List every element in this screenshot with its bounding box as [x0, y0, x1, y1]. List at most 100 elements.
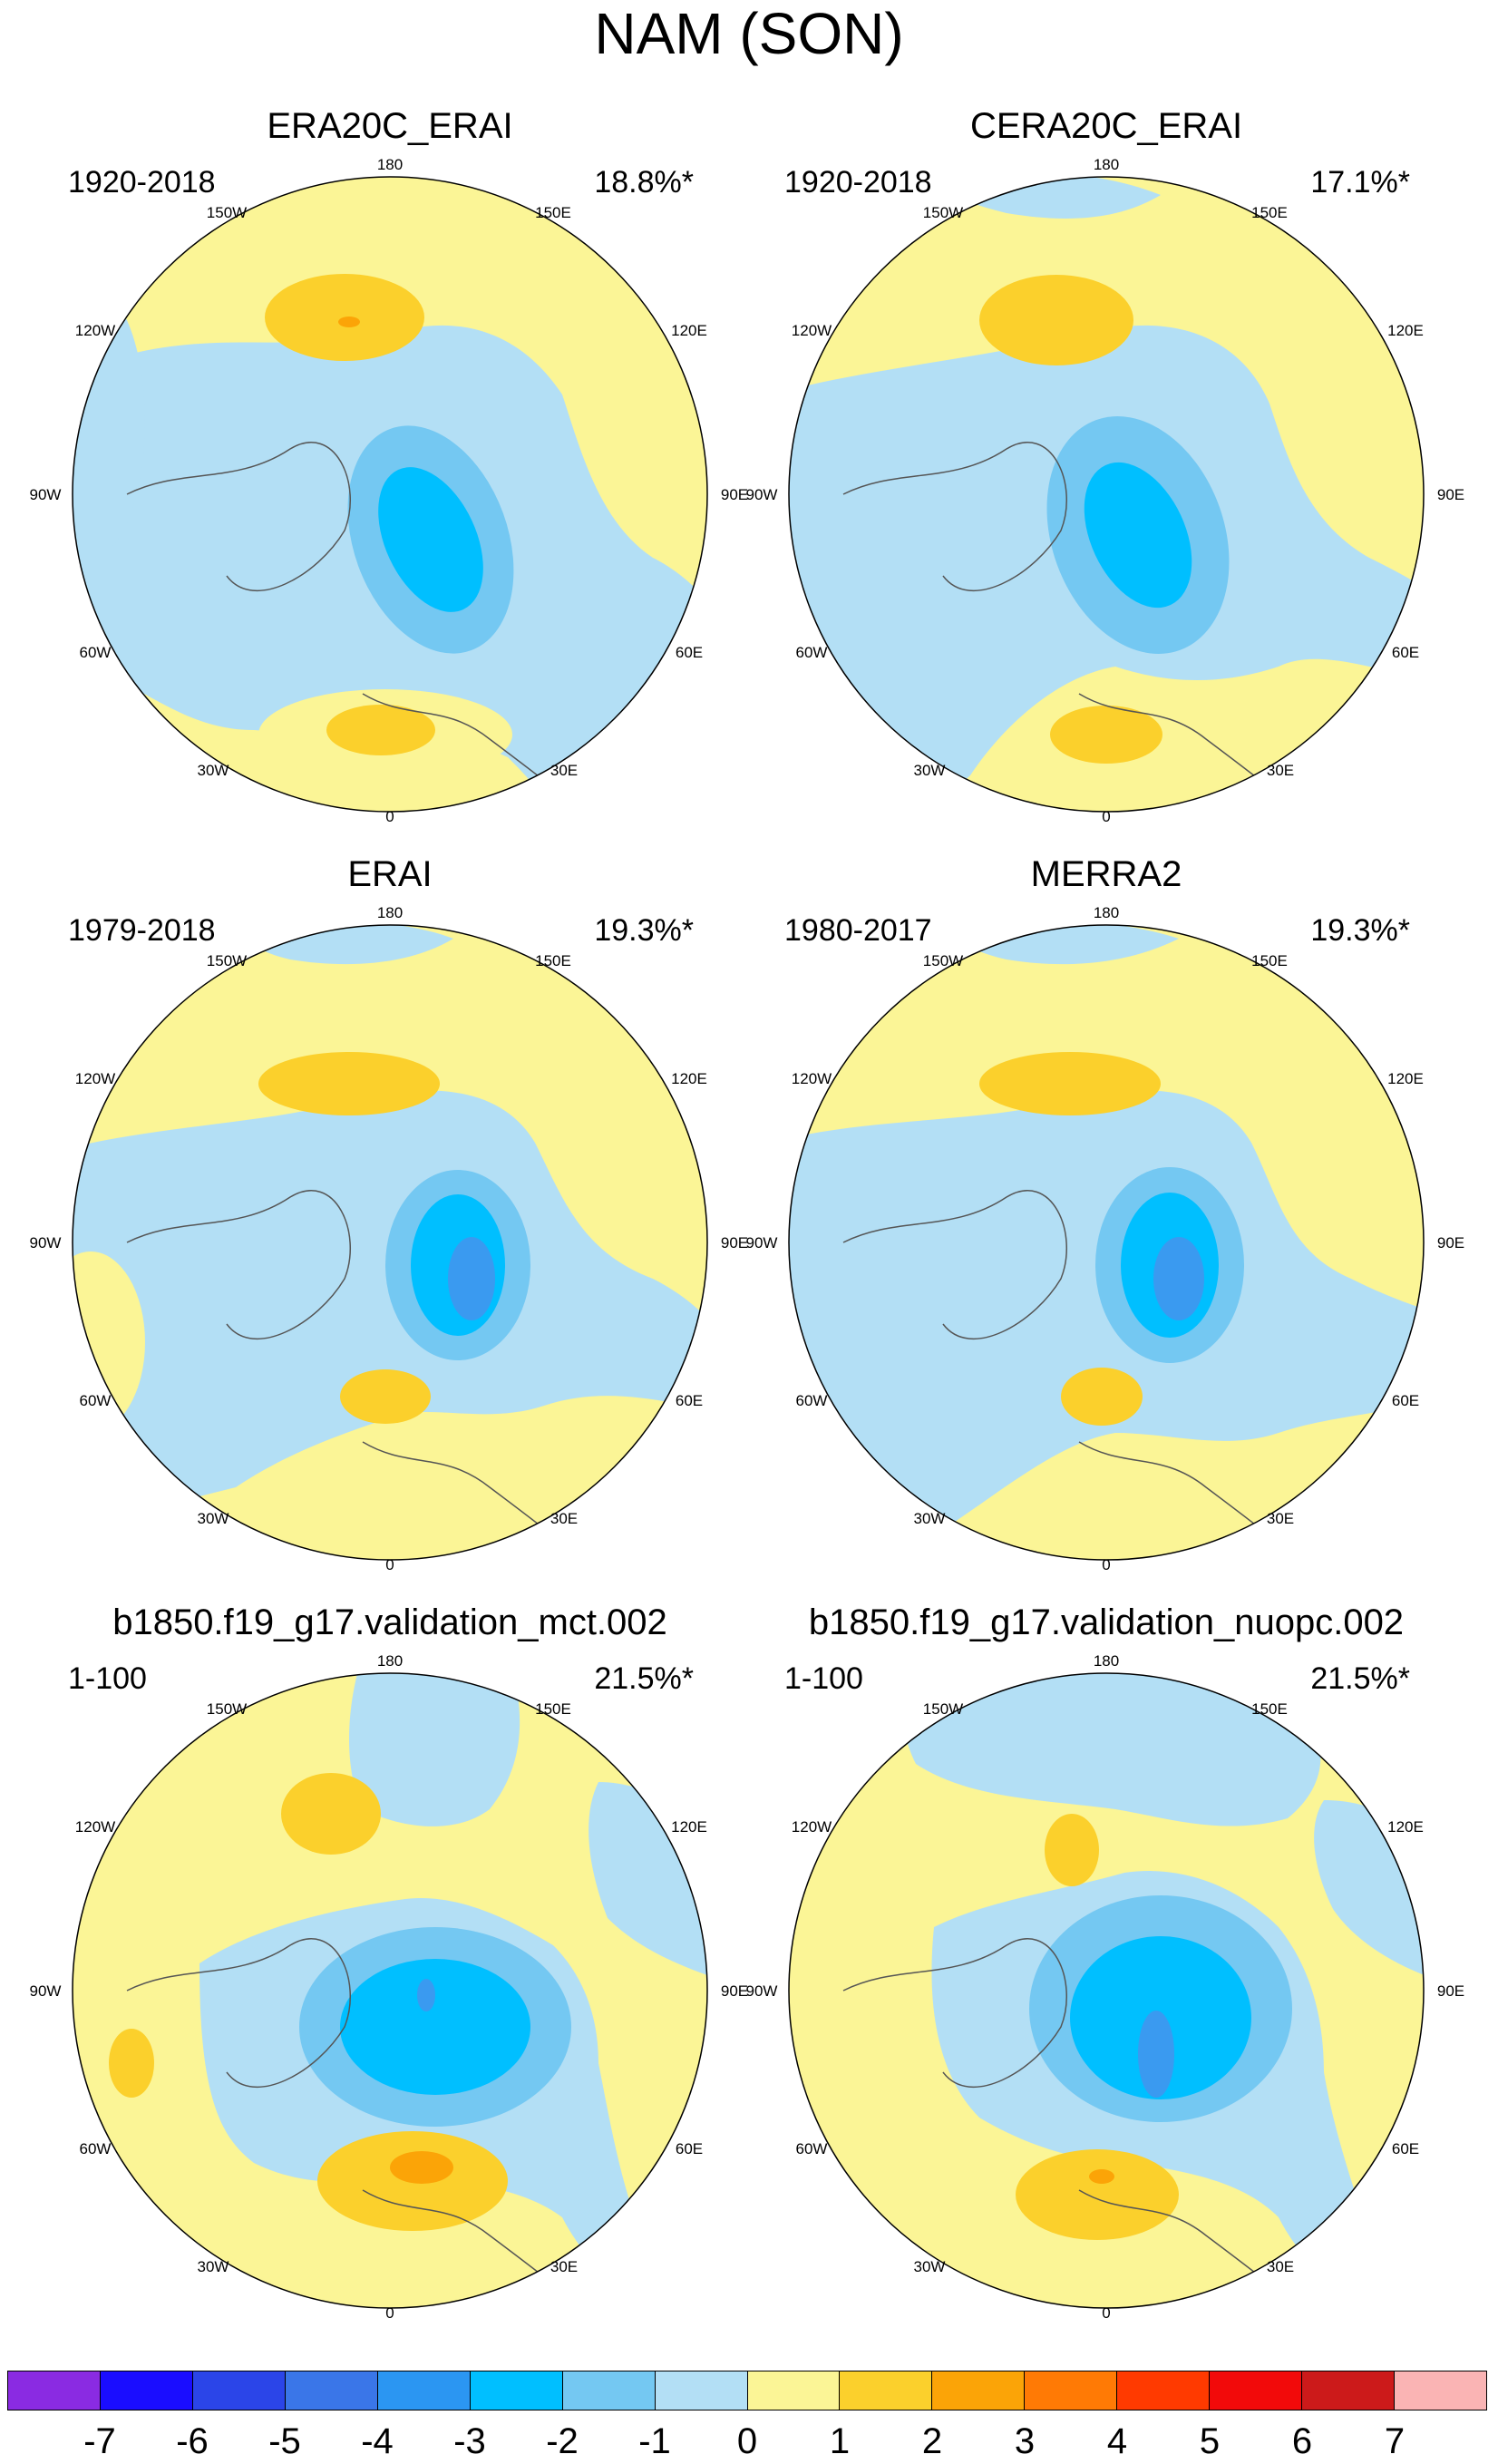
lon-label-90w: 90W	[30, 1982, 62, 2000]
lon-label-90e: 90E	[721, 1234, 748, 1251]
lon-label-90w: 90W	[746, 486, 778, 503]
colorbar-swatch	[1302, 2371, 1396, 2410]
lon-label-180: 180	[1094, 904, 1119, 921]
lon-label-120e: 120E	[671, 1070, 707, 1087]
colorbar-tick-label: -6	[176, 2421, 209, 2461]
positive-core-2	[1061, 1368, 1143, 1426]
colorbar-swatch	[192, 2371, 286, 2410]
panel-years: 1979-2018	[68, 913, 216, 948]
lon-label-90w: 90W	[746, 1234, 778, 1251]
lon-label-150e: 150E	[535, 204, 571, 221]
lon-label-30e: 30E	[550, 762, 578, 779]
panel-title: CERA20C_ERAI	[969, 106, 1243, 146]
panel-variance: 18.8%*	[594, 165, 694, 200]
lon-label-30e: 30E	[550, 1510, 578, 1527]
negative-core-3	[417, 1979, 435, 2011]
positive-core-2	[340, 1369, 431, 1424]
lon-label-60e: 60E	[676, 2140, 703, 2157]
colorbar-tick-label: 5	[1199, 2421, 1221, 2461]
colorbar-tick-label: 1	[829, 2421, 851, 2461]
panel-years: 1920-2018	[68, 165, 216, 200]
colorbar-swatch	[1395, 2371, 1486, 2410]
lon-label-150w: 150W	[923, 204, 963, 221]
lon-label-90w: 90W	[30, 486, 62, 503]
map-panel-era20c-erai: 180 150W 150E 120W 120E 90W 90E 60W 60E …	[18, 104, 762, 830]
colorbar-tick-label: 4	[1106, 2421, 1128, 2461]
lon-label-60e: 60E	[1392, 2140, 1419, 2157]
colorbar-swatch	[1025, 2371, 1118, 2410]
lon-label-30e: 30E	[1267, 1510, 1294, 1527]
lon-label-30e: 30E	[550, 2258, 578, 2275]
lon-label-60w: 60W	[80, 2140, 112, 2157]
lon-label-120e: 120E	[671, 1818, 707, 1836]
colorbar-swatch	[470, 2371, 563, 2410]
map-panel-merra2: 180 150W 150E 120W 120E 90W 90E 60W 60E …	[734, 852, 1478, 1578]
polar-map: 180 150W 150E 120W 120E 90W 90E 60W 60E …	[746, 1652, 1465, 2322]
lon-label-60e: 60E	[1392, 1392, 1419, 1409]
lon-label-60w: 60W	[80, 1392, 112, 1409]
positive-core-4	[326, 705, 435, 755]
lon-label-60w: 60W	[80, 644, 112, 661]
lon-label-0: 0	[385, 1556, 394, 1573]
lon-label-150w: 150W	[923, 952, 963, 969]
panel-title: b1850.f19_g17.validation_mct.002	[112, 1602, 667, 1642]
positive-core-4	[390, 2151, 453, 2184]
positive-core-1	[979, 1052, 1161, 1115]
panel-title: MERRA2	[1030, 854, 1182, 894]
negative-north	[902, 1673, 1321, 1826]
lon-label-30w: 30W	[914, 762, 946, 779]
lon-label-30w: 30W	[914, 2258, 946, 2275]
lon-label-150w: 150W	[207, 1700, 247, 1718]
positive-core-3	[1089, 2169, 1114, 2184]
lon-label-90e: 90E	[721, 1982, 748, 2000]
lon-label-90e: 90E	[1437, 1982, 1464, 2000]
colorbar-tick-label: -5	[268, 2421, 301, 2461]
lon-label-180: 180	[377, 904, 403, 921]
colorbar	[7, 2371, 1487, 2410]
lon-label-120e: 120E	[1387, 322, 1424, 339]
lon-label-120e: 120E	[1387, 1070, 1424, 1087]
lon-label-180: 180	[1094, 156, 1119, 173]
colorbar-swatch	[747, 2371, 841, 2410]
lon-label-90e: 90E	[1437, 1234, 1464, 1251]
colorbar-swatch	[1117, 2371, 1211, 2410]
lon-label-30w: 30W	[914, 1510, 946, 1527]
colorbar-swatch	[285, 2371, 378, 2410]
negative-core-3	[448, 1237, 495, 1320]
lon-label-0: 0	[1102, 808, 1110, 825]
lon-label-60e: 60E	[676, 1392, 703, 1409]
colorbar-tick-label: -1	[638, 2421, 671, 2461]
positive-core-1	[281, 1773, 381, 1855]
lon-label-180: 180	[377, 1652, 403, 1670]
colorbar-tick-label: 6	[1291, 2421, 1313, 2461]
polar-map: 180 150W 150E 120W 120E 90W 90E 60W 60E …	[30, 1652, 749, 2322]
colorbar-swatch	[840, 2371, 933, 2410]
negative-north	[349, 1673, 520, 1826]
positive-core-1	[1045, 1814, 1099, 1886]
panel-title: ERA20C_ERAI	[267, 106, 513, 146]
lon-label-30e: 30E	[1267, 2258, 1294, 2275]
positive-core-2	[109, 2029, 154, 2098]
colorbar-tick-label: 3	[1014, 2421, 1036, 2461]
positive-east	[1387, 1106, 1424, 1288]
lon-label-150e: 150E	[1251, 952, 1288, 969]
panel-years: 1-100	[784, 1661, 863, 1696]
negative-core-2	[1084, 462, 1192, 609]
panel-years: 1-100	[68, 1661, 147, 1696]
positive-west	[73, 1251, 145, 1433]
colorbar-swatch	[932, 2371, 1026, 2410]
lon-label-150e: 150E	[1251, 1700, 1288, 1718]
lon-label-150e: 150E	[535, 952, 571, 969]
positive-core-1	[979, 275, 1133, 365]
panel-variance: 19.3%*	[1310, 913, 1410, 948]
colorbar-swatch	[8, 2371, 101, 2410]
polar-map: 180 150W 150E 120W 120E 90W 90E 60W 60E …	[30, 156, 749, 825]
lon-label-60e: 60E	[1392, 644, 1419, 661]
colorbar-tick-label: -4	[361, 2421, 394, 2461]
lon-label-30w: 30W	[198, 762, 229, 779]
negative-core-3	[1153, 1237, 1204, 1320]
lon-label-120w: 120W	[792, 1070, 832, 1087]
colorbar-tick-label: 7	[1384, 2421, 1406, 2461]
panel-variance: 17.1%*	[1310, 165, 1410, 200]
lon-label-150w: 150W	[923, 1700, 963, 1718]
